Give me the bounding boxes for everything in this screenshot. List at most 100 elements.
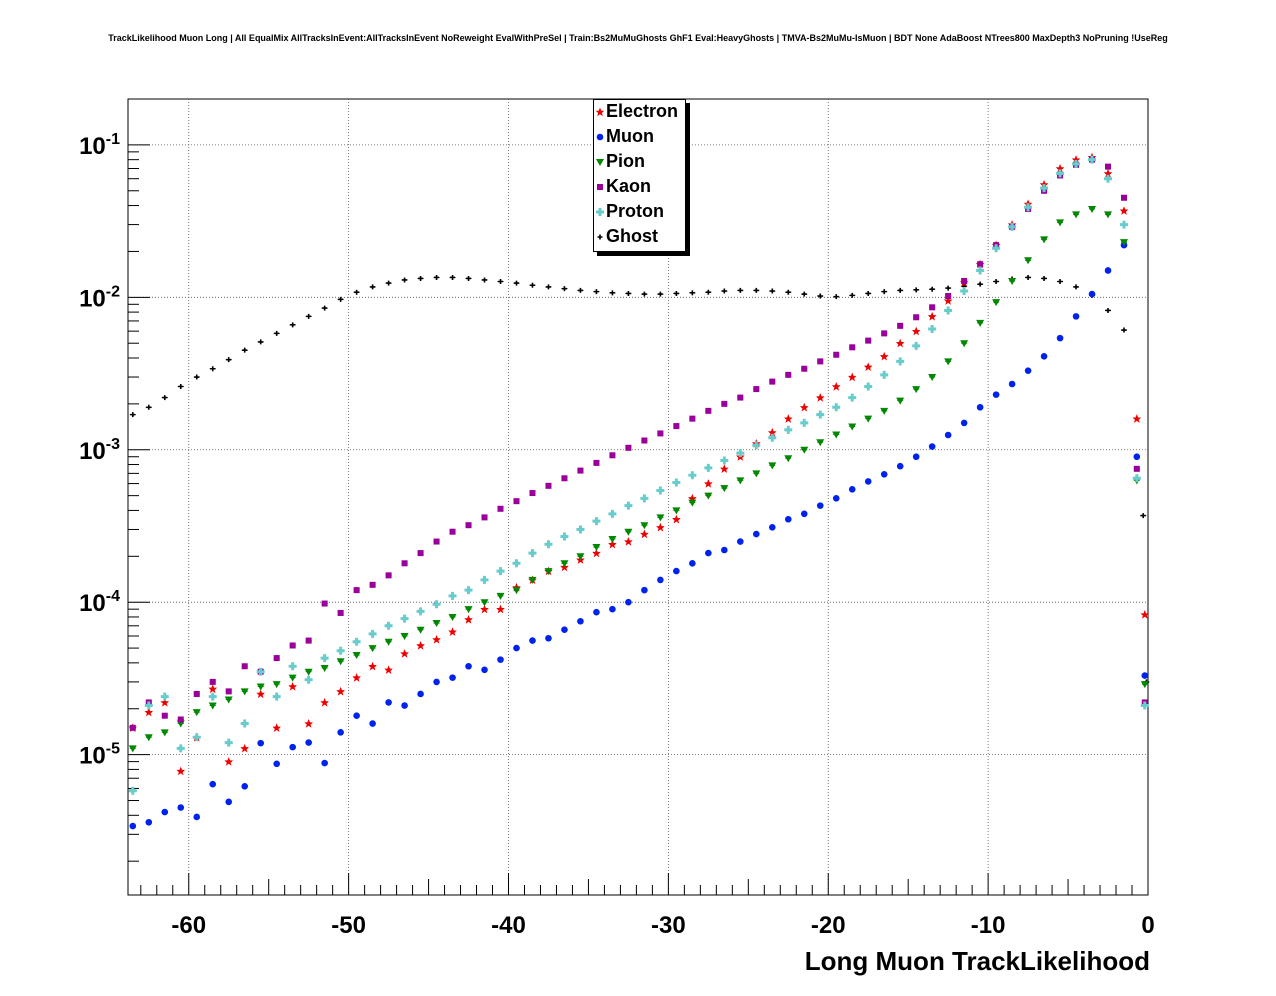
- data-point: [577, 287, 583, 293]
- data-point: [1140, 610, 1150, 619]
- data-point: [1140, 681, 1149, 689]
- y-tick-label: 10-1: [79, 131, 120, 160]
- data-point: [241, 663, 248, 670]
- data-point: [529, 282, 535, 288]
- data-point: [880, 407, 889, 415]
- data-point: [434, 274, 440, 280]
- data-point: [881, 330, 888, 337]
- data-point: [1040, 184, 1049, 193]
- data-point: [625, 290, 631, 296]
- data-point: [800, 510, 808, 518]
- data-point: [897, 322, 904, 329]
- data-point: [1121, 194, 1128, 201]
- data-point: [737, 538, 744, 545]
- data-point: [1132, 414, 1142, 423]
- data-point: [992, 299, 1001, 307]
- data-point: [497, 656, 504, 663]
- data-point: [368, 661, 377, 671]
- data-point: [641, 291, 647, 297]
- data-point: [480, 604, 489, 614]
- legend-marker: [597, 184, 603, 190]
- data-point: [418, 275, 424, 281]
- data-point: [290, 322, 296, 328]
- data-point: [928, 443, 936, 450]
- data-point: [544, 540, 553, 549]
- data-point: [976, 403, 984, 411]
- data-point: [1104, 174, 1113, 183]
- data-point: [592, 517, 601, 526]
- data-point: [848, 423, 857, 431]
- data-point: [513, 498, 520, 505]
- data-point: [1024, 203, 1033, 212]
- data-point: [624, 528, 633, 536]
- data-point: [322, 305, 328, 311]
- data-point: [385, 699, 392, 706]
- data-point: [1024, 367, 1032, 375]
- data-point: [192, 709, 201, 717]
- data-point: [640, 522, 649, 530]
- data-point: [928, 374, 937, 382]
- data-point: [481, 514, 488, 521]
- data-point: [1088, 290, 1096, 298]
- data-point: [753, 530, 760, 538]
- data-point: [272, 692, 281, 701]
- data-point: [640, 494, 649, 503]
- data-point: [1072, 159, 1081, 168]
- data-point: [338, 296, 344, 302]
- data-point: [672, 507, 681, 515]
- data-point: [289, 743, 296, 751]
- data-point: [785, 289, 791, 295]
- data-point: [288, 681, 297, 691]
- data-point: [753, 386, 760, 393]
- data-point: [448, 613, 457, 621]
- data-point: [209, 678, 216, 685]
- data-point: [705, 549, 712, 557]
- data-point: [256, 683, 265, 691]
- data-point: [895, 338, 905, 348]
- data-point: [832, 495, 840, 502]
- data-point: [720, 456, 729, 465]
- data-point: [369, 720, 376, 727]
- data-point: [897, 287, 903, 293]
- data-point: [272, 681, 281, 689]
- data-point: [785, 371, 792, 378]
- data-point: [481, 666, 488, 674]
- data-point: [1104, 211, 1113, 219]
- data-point: [304, 719, 313, 728]
- data-point: [833, 294, 839, 300]
- data-point: [416, 626, 425, 634]
- data-point: [608, 535, 617, 543]
- data-point: [592, 548, 601, 558]
- data-point: [208, 702, 217, 710]
- legend-marker: [597, 234, 603, 240]
- data-point: [849, 344, 856, 351]
- data-point: [240, 719, 249, 728]
- data-point: [1105, 163, 1112, 170]
- data-point: [896, 397, 905, 405]
- data-point: [640, 529, 649, 539]
- data-point: [929, 286, 935, 292]
- data-point: [402, 277, 408, 283]
- data-point: [144, 734, 153, 742]
- legend-label: Muon: [606, 126, 654, 146]
- data-point: [704, 492, 713, 500]
- data-point: [1120, 220, 1129, 229]
- data-point: [800, 418, 809, 427]
- data-point: [1072, 313, 1080, 320]
- data-point: [449, 674, 456, 681]
- data-point: [465, 522, 472, 529]
- data-point: [257, 739, 264, 747]
- legend-marker: [596, 208, 604, 216]
- data-point: [128, 786, 137, 795]
- data-point: [673, 423, 680, 430]
- legend-marker: [595, 107, 605, 117]
- data-point: [784, 425, 793, 434]
- x-tick-label: -20: [811, 912, 846, 939]
- x-axis-label: Long Muon TrackLikelihood: [804, 946, 1150, 976]
- data-point: [1040, 353, 1048, 360]
- x-tick-label: -50: [331, 912, 366, 939]
- data-point: [801, 291, 807, 297]
- data-point: [288, 662, 297, 671]
- data-point: [721, 400, 728, 407]
- data-point: [224, 757, 234, 766]
